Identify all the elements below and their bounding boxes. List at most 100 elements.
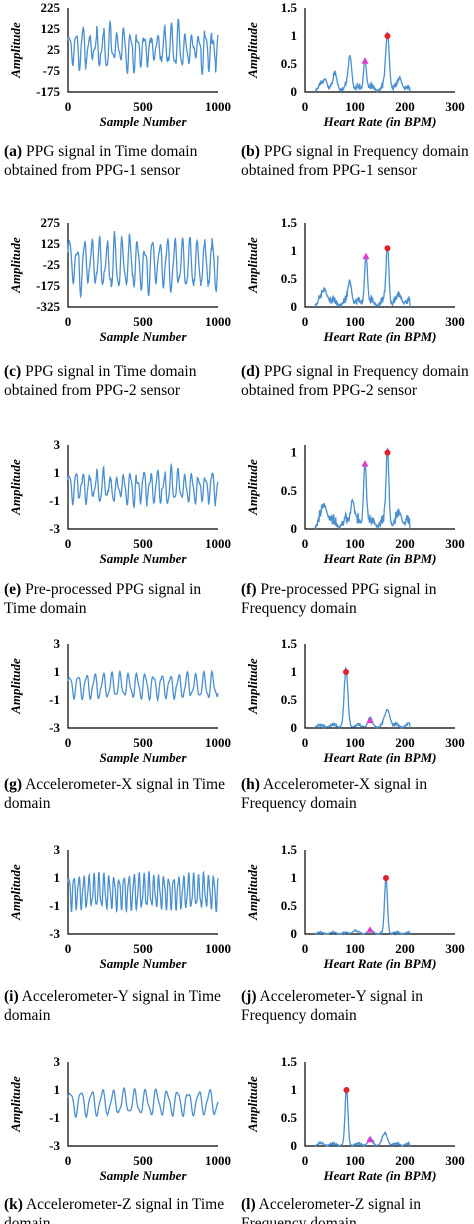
y-tick-label: 0 (291, 299, 298, 314)
y-tick-label: 0.5 (281, 692, 298, 707)
x-tick-label: 500 (133, 314, 153, 329)
y-tick-label: 1 (54, 465, 61, 480)
axes-l (304, 1062, 455, 1147)
x-axis-label: Heart Rate (in BPM) (322, 1168, 436, 1182)
chart-l: 1.5 1 0.5 00 100 200 300 Heart Rate (in BPM) Amp… (245, 1054, 465, 1182)
series-line-k (67, 1087, 219, 1119)
x-tick-label: 0 (65, 735, 72, 750)
peak-marker-circle (383, 875, 389, 881)
x-tick-label: 100 (345, 735, 365, 750)
caption-g: (g) Accelerometer-X signal in Time domai… (4, 775, 234, 813)
caption-text: Pre-processed PPG signal in Frequency do… (241, 581, 437, 617)
axes-j (304, 850, 455, 935)
x-axis-label: Sample Number (99, 551, 187, 565)
y-tick-label: 275 (41, 215, 61, 230)
y-axis-label: Amplitude (245, 1076, 260, 1133)
caption-text: Accelerometer-Y signal in Time domain (4, 988, 221, 1024)
x-axis-label: Heart Rate (in BPM) (322, 551, 436, 565)
y-tick-label: -25 (43, 257, 61, 272)
x-tick-label: 0 (302, 735, 309, 750)
chart-f: 1 0.5 00 100 200 300 Heart Rate (in BPM) Amplit… (245, 445, 465, 565)
x-axis-label: Sample Number (99, 1168, 187, 1182)
x-tick-label: 300 (445, 1153, 465, 1168)
y-tick-label: 0 (291, 521, 298, 536)
x-tick-label: 300 (445, 536, 465, 551)
y-tick-label: 0 (291, 926, 298, 941)
x-tick-label: 0 (302, 1153, 309, 1168)
y-axis-label: Amplitude (245, 459, 260, 516)
x-tick-label: 200 (395, 1153, 415, 1168)
y-axis-label: Amplitude (8, 864, 23, 921)
y-tick-label: 3 (54, 1054, 61, 1069)
peak-marker-circle (343, 1087, 350, 1093)
x-tick-label: 1000 (205, 1153, 231, 1168)
y-axis-label: Amplitude (8, 459, 23, 516)
y-tick-label: 125 (41, 21, 61, 36)
y-tick-label: 1 (54, 870, 61, 885)
x-tick-label: 100 (345, 536, 365, 551)
series-line-c (67, 231, 219, 299)
y-tick-label: 1.5 (281, 636, 298, 651)
x-tick-label: 0 (302, 314, 309, 329)
peak-marker-triangle (362, 252, 370, 260)
x-tick-label: 300 (445, 314, 465, 329)
caption-l: (l) Accelerometer-Z signal in Frequency … (241, 1195, 471, 1224)
y-tick-label: 0.5 (281, 1110, 298, 1125)
y-tick-label: 3 (54, 842, 61, 857)
chart-h: 1.5 1 0.5 00 100 200 300 Heart Rate (in BPM) Amp… (245, 636, 465, 764)
x-tick-label: 200 (395, 536, 415, 551)
axes-h (304, 644, 455, 729)
y-axis-label: Amplitude (8, 1076, 23, 1133)
caption-letter: (l) (241, 1196, 256, 1213)
caption-i: (i) Accelerometer-Y signal in Time domai… (4, 987, 234, 1025)
x-axis-label: Heart Rate (in BPM) (322, 114, 436, 128)
caption-letter: (f) (241, 581, 257, 598)
axes-d (304, 223, 455, 308)
peak-marker-circle (384, 33, 391, 39)
y-tick-label: 1 (291, 664, 298, 679)
x-tick-label: 0 (302, 99, 309, 114)
y-tick-label: 25 (47, 42, 61, 57)
caption-text: Accelerometer-Y signal in Frequency doma… (241, 988, 424, 1024)
x-tick-label: 300 (445, 99, 465, 114)
caption-text: Accelerometer-Z signal in Time domain (4, 1196, 225, 1224)
chart-d: 1.5 1 0.5 00 100 200 300 Heart Rate (in BPM) Amp… (245, 215, 465, 343)
caption-text: PPG signal in Frequency domain obtained … (241, 143, 469, 179)
caption-text: Pre-processed PPG signal in Time domain (4, 581, 202, 617)
axes-i (67, 850, 218, 935)
x-tick-label: 300 (445, 735, 465, 750)
series-line-j (314, 876, 411, 936)
x-tick-label: 0 (65, 314, 72, 329)
x-tick-label: 1000 (205, 735, 231, 750)
peak-marker-triangle (361, 57, 369, 64)
y-tick-label: -1 (49, 898, 60, 913)
series-line-g (67, 669, 219, 703)
chart-e: 3 1 -1 -3 0 500 1000 Sample Number Amplitude (8, 437, 231, 565)
peak-marker-circle (384, 449, 391, 456)
x-tick-label: 1000 (205, 99, 231, 114)
y-tick-label: 1.5 (281, 1054, 298, 1069)
y-tick-label: -3 (49, 720, 60, 735)
x-tick-label: 0 (65, 99, 72, 114)
caption-b: (b) PPG signal in Frequency domain obtai… (241, 142, 471, 180)
caption-c: (c) PPG signal in Time domain obtained f… (4, 362, 234, 400)
x-axis-label: Sample Number (99, 114, 187, 128)
y-tick-label: 1.5 (281, 0, 298, 15)
x-tick-label: 1000 (205, 941, 231, 956)
chart-b: 1.5 1 0.5 00 100 200 300 Heart Rate (in BPM) Amp… (245, 0, 465, 128)
axes-a (67, 8, 218, 93)
x-tick-label: 0 (302, 536, 309, 551)
x-axis-label: Sample Number (99, 750, 187, 764)
x-axis-label: Sample Number (99, 956, 187, 970)
y-tick-label: -325 (36, 299, 60, 314)
caption-letter: (a) (4, 143, 23, 160)
y-tick-label: -175 (36, 84, 60, 99)
series-line-l (314, 1087, 411, 1148)
y-tick-label: 3 (54, 636, 61, 651)
y-tick-label: 1 (54, 664, 61, 679)
caption-j: (j) Accelerometer-Y signal in Frequency … (241, 987, 471, 1025)
x-tick-label: 0 (65, 536, 72, 551)
series-line-h (314, 666, 411, 730)
caption-text: PPG signal in Frequency domain obtained … (241, 363, 469, 399)
